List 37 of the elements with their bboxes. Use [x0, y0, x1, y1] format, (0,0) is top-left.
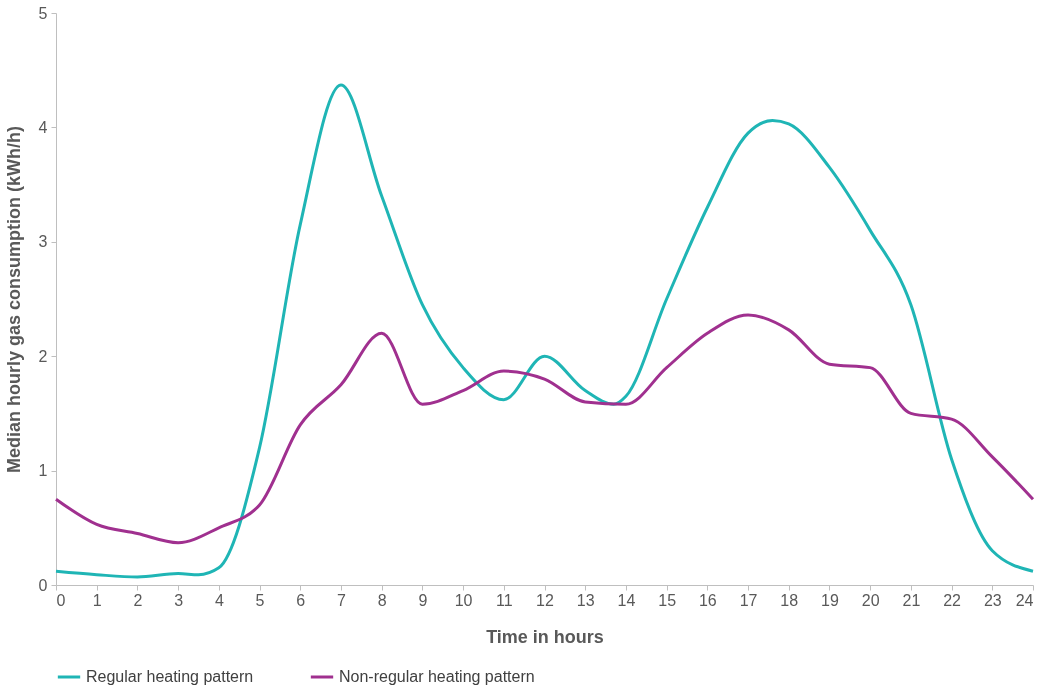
x-tick-label: 15: [658, 591, 677, 609]
x-tick-label: 4: [214, 591, 224, 609]
y-axis-title: Median hourly gas consumption (kWh/h): [3, 125, 24, 474]
legend-label: Regular heating pattern: [86, 668, 254, 685]
x-tick-label: 22: [943, 591, 962, 609]
x-tick-label: 17: [739, 591, 758, 609]
x-tick-label: 19: [821, 591, 839, 609]
x-tick-label: 7: [337, 591, 347, 609]
y-tick-label: 2: [38, 347, 48, 365]
x-tick-label: 16: [698, 591, 717, 609]
y-tick-label: 0: [38, 576, 48, 594]
x-tick-label: 23: [983, 591, 1002, 609]
x-tick-label: 9: [418, 591, 428, 609]
x-tick-label: 3: [174, 591, 184, 609]
x-tick-label: 18: [780, 591, 799, 609]
x-tick-label: 12: [536, 591, 554, 609]
x-tick-label: 5: [255, 591, 265, 609]
line-series: [54, 313, 1035, 545]
x-tick-label: 8: [377, 591, 387, 609]
x-tick-label: 10: [454, 591, 473, 609]
x-tick-label: 21: [902, 591, 921, 609]
line-series: [54, 83, 1035, 579]
x-tick-label: 6: [296, 591, 306, 609]
x-tick-label: 0: [56, 591, 66, 609]
y-tick-label: 1: [38, 462, 48, 480]
x-tick-label: 13: [576, 591, 595, 609]
y-tick-label: 4: [38, 118, 48, 136]
x-axis-title: Time in hours: [486, 626, 604, 647]
legend-label: Non-regular heating pattern: [339, 668, 535, 685]
x-tick-label: 20: [861, 591, 880, 609]
x-tick-label: 14: [617, 591, 636, 609]
x-tick-label: 1: [92, 591, 102, 609]
y-tick-label: 3: [38, 233, 48, 251]
y-tick-label: 5: [38, 4, 48, 22]
x-tick-label: 24: [1015, 591, 1034, 609]
x-tick-label: 11: [495, 591, 513, 609]
x-tick-label: 2: [133, 591, 143, 609]
